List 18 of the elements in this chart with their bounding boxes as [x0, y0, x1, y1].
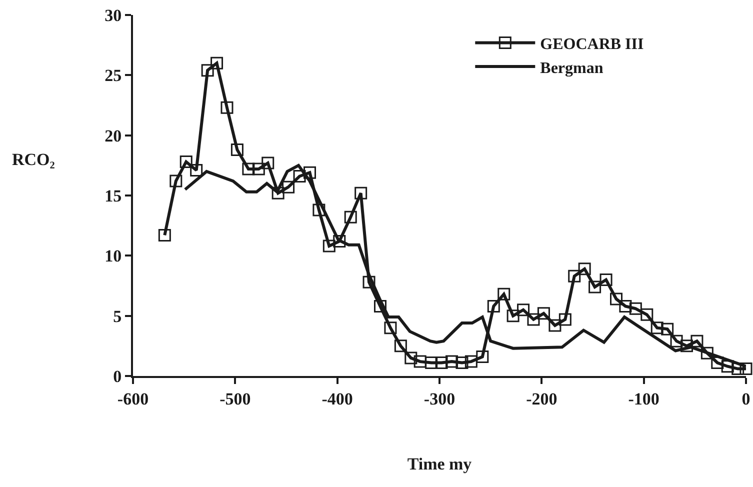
- y-tick-label: 15: [104, 186, 122, 206]
- x-tick-label: -600: [117, 389, 149, 408]
- y-tick-label: 5: [113, 306, 122, 326]
- y-tick-label: 25: [104, 66, 122, 86]
- x-tick-label: -200: [526, 389, 558, 408]
- y-tick-label: 30: [104, 6, 122, 25]
- x-tick-label: -300: [424, 389, 456, 408]
- x-tick-label: -400: [322, 389, 353, 408]
- legend-label: GEOCARB III: [540, 36, 644, 53]
- y-axis-title: RCO₂: [12, 150, 55, 169]
- x-axis-title: Time my: [407, 454, 472, 474]
- y-tick-label: 10: [104, 246, 122, 266]
- x-tick-label: -500: [220, 389, 251, 408]
- x-tick-label: -100: [628, 389, 660, 408]
- legend-label: Bergman: [540, 60, 604, 77]
- y-tick-label: 0: [113, 366, 122, 386]
- x-tick-label: 0: [742, 389, 750, 408]
- y-tick-label: 20: [104, 126, 122, 146]
